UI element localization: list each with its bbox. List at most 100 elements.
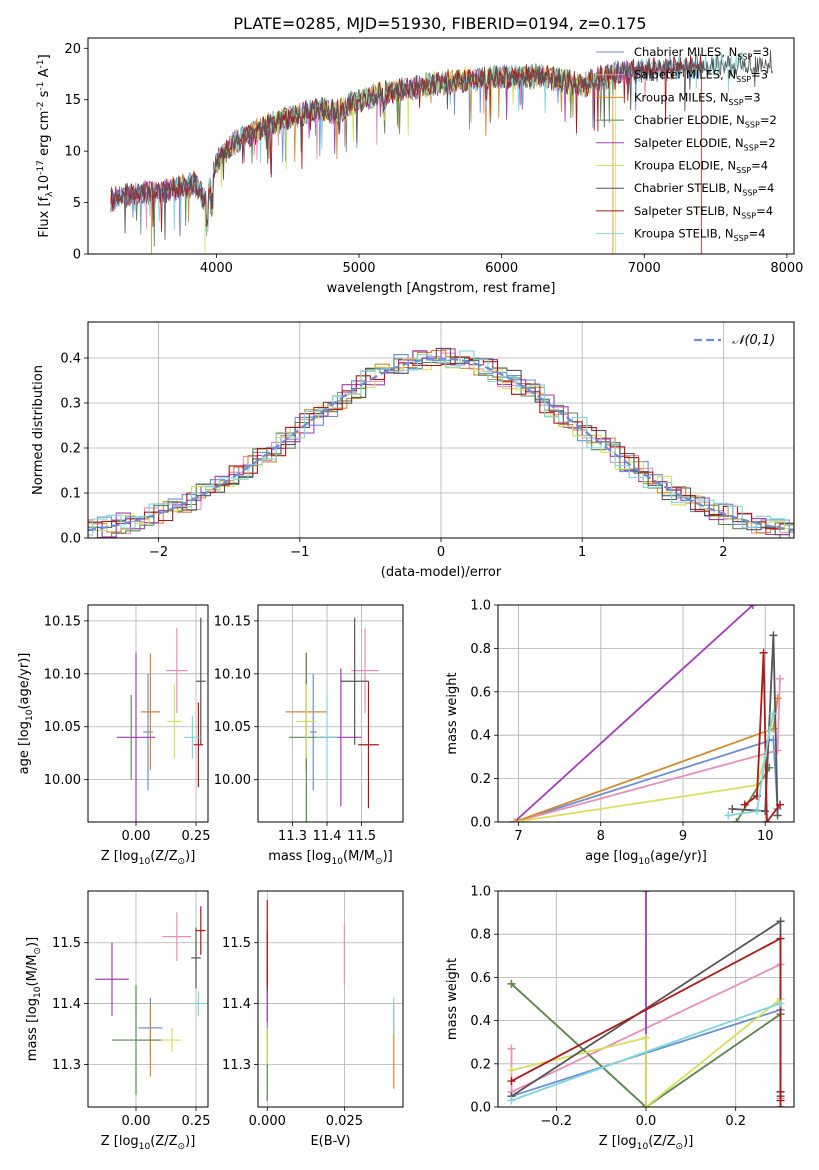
- y-tick-label: 0.8: [470, 642, 491, 657]
- weight-marker: [761, 807, 770, 816]
- y-tick-label: 0.0: [470, 816, 491, 831]
- y-tick-label: 11.4: [222, 997, 251, 1012]
- legend-label: Salpeter STELIB, NSSP​=4: [634, 204, 773, 220]
- weight-line: [510, 983, 782, 1107]
- y-axis-label: mass weight: [445, 672, 460, 754]
- text-run: Flux [f: [37, 196, 52, 237]
- subscript: 10: [139, 1142, 151, 1152]
- text-run: Z [log: [101, 849, 139, 864]
- weight-marker: [642, 1033, 650, 1042]
- weight-marker: [776, 1087, 785, 1096]
- weight-line: [511, 1002, 781, 1102]
- legend-label: Salpeter ELODIE, NSSP​=2: [634, 136, 776, 152]
- y-tick-label: 0.3: [60, 397, 81, 412]
- y-tick-label: 0.4: [60, 352, 81, 367]
- weight-marker: [773, 746, 782, 755]
- x-tick-label: 0.25: [182, 1114, 211, 1129]
- y-tick-label: 10.15: [44, 614, 81, 629]
- legend-label: Chabrier MILES, NSSP​=3: [634, 45, 769, 61]
- text-run: (M/M: [25, 955, 40, 987]
- superscript: -17: [36, 160, 46, 175]
- weight-marker: [507, 1066, 516, 1075]
- weight-marker: [507, 1044, 516, 1053]
- y-tick-label: 0.6: [470, 685, 491, 700]
- y-axis-label: age [log10​(age/yr)]: [17, 653, 35, 775]
- text-run: Normed distribution: [31, 365, 46, 495]
- weight-line: [514, 713, 775, 822]
- y-tick-label: 0: [73, 248, 81, 263]
- y-axis-label: Normed distribution: [31, 365, 46, 495]
- x-tick-label: 4000: [200, 261, 233, 276]
- y-tick-label: 10.15: [214, 614, 251, 629]
- x-tick-label: 11.5: [347, 829, 376, 844]
- x-axis-label: mass [log10​(M/M⊙​)]: [268, 849, 392, 867]
- y-tick-label: 5: [73, 196, 81, 211]
- y-tick-label: 11.5: [52, 936, 81, 951]
- text-run: =4: [749, 227, 766, 241]
- text-run: )]: [185, 849, 195, 864]
- y-tick-label: 11.3: [52, 1058, 81, 1073]
- weight-marker: [510, 818, 519, 822]
- x-tick-label: 0.2: [725, 1114, 746, 1129]
- text-run: (Z/Z: [150, 1134, 177, 1149]
- legend-label: Chabrier ELODIE, NSSP​=2: [634, 113, 777, 129]
- subscript: 10: [25, 709, 35, 721]
- x-axis-label: age [log10​(age/yr)]: [585, 849, 707, 867]
- subscript: ⊙: [178, 1142, 186, 1152]
- spectrum-line: [110, 49, 773, 240]
- math-run: 𝒩(0,1): [732, 333, 775, 348]
- weight-line: [514, 698, 779, 822]
- text-run: age [log: [17, 721, 32, 774]
- y-tick-label: 10.00: [44, 773, 81, 788]
- text-run: =4: [757, 181, 774, 195]
- axes-frame: [257, 604, 404, 823]
- weight-line: [732, 635, 779, 816]
- subscript: SSP: [734, 234, 749, 243]
- y-tick-label: 0.0: [470, 1101, 491, 1116]
- y-tick-label: 15: [64, 93, 81, 108]
- text-run: (data-model)/error: [381, 565, 502, 580]
- weight-marker: [776, 674, 785, 683]
- weight-marker: [776, 934, 785, 943]
- x-tick-label: 1: [578, 545, 586, 560]
- legend-label: Kroupa MILES, NSSP​=3: [634, 90, 761, 106]
- y-axis-label: mass [log10​(M/M⊙​)]: [25, 937, 43, 1061]
- histogram-series: [88, 348, 794, 538]
- x-axis-label: Z [log10​(Z/Z⊙​)]: [599, 1134, 694, 1152]
- weight-line: [511, 998, 782, 1107]
- text-run: =4: [751, 159, 768, 173]
- subscript: 10: [331, 857, 343, 867]
- weight-marker: [769, 631, 778, 640]
- x-tick-label: 5000: [342, 261, 375, 276]
- legend-label: Kroupa ELODIE, NSSP​=4: [634, 159, 768, 175]
- superscript: -1: [36, 82, 46, 91]
- x-tick-label: −2: [149, 545, 168, 560]
- weight-marker: [642, 891, 650, 895]
- x-tick-label: 0.025: [326, 1114, 363, 1129]
- axes-frame: [87, 37, 795, 255]
- text-run: =3: [744, 90, 761, 104]
- x-tick-label: 2: [719, 545, 727, 560]
- legend-label: Chabrier STELIB, NSSP​=4: [634, 181, 774, 197]
- x-tick-label: 6000: [485, 261, 518, 276]
- text-run: 10: [37, 175, 52, 192]
- text-run: (M/M: [343, 849, 375, 864]
- y-tick-label: 0.2: [470, 772, 491, 787]
- mass-vs-extinction-panel: 0.000 0.025 11.3 11.4 11.5 E(B-V): [222, 890, 404, 1149]
- axes-frame: [257, 890, 404, 1108]
- y-tick-label: 20: [64, 42, 81, 57]
- text-run: mass [log: [268, 849, 331, 864]
- spectrum-panel: 4000 5000 6000 7000 8000 0 5 10 15 20 wavelength […: [36, 37, 803, 296]
- text-run: )]: [683, 1134, 693, 1149]
- weight-line: [728, 713, 775, 817]
- y-tick-label: 1.0: [470, 885, 491, 900]
- y-tick-label: 0.8: [470, 928, 491, 943]
- text-run: Kroupa MILES, N: [634, 90, 729, 104]
- y-axis-label: Flux [fλ​10-17​ erg cm-2​ s-1​ A-1​]: [36, 54, 55, 237]
- spectrum-line: [110, 51, 745, 235]
- text-run: (Z/Z: [150, 849, 177, 864]
- y-tick-label: 10: [64, 145, 81, 160]
- y-tick-label: 0.0: [60, 532, 81, 547]
- subscript: SSP: [736, 166, 751, 175]
